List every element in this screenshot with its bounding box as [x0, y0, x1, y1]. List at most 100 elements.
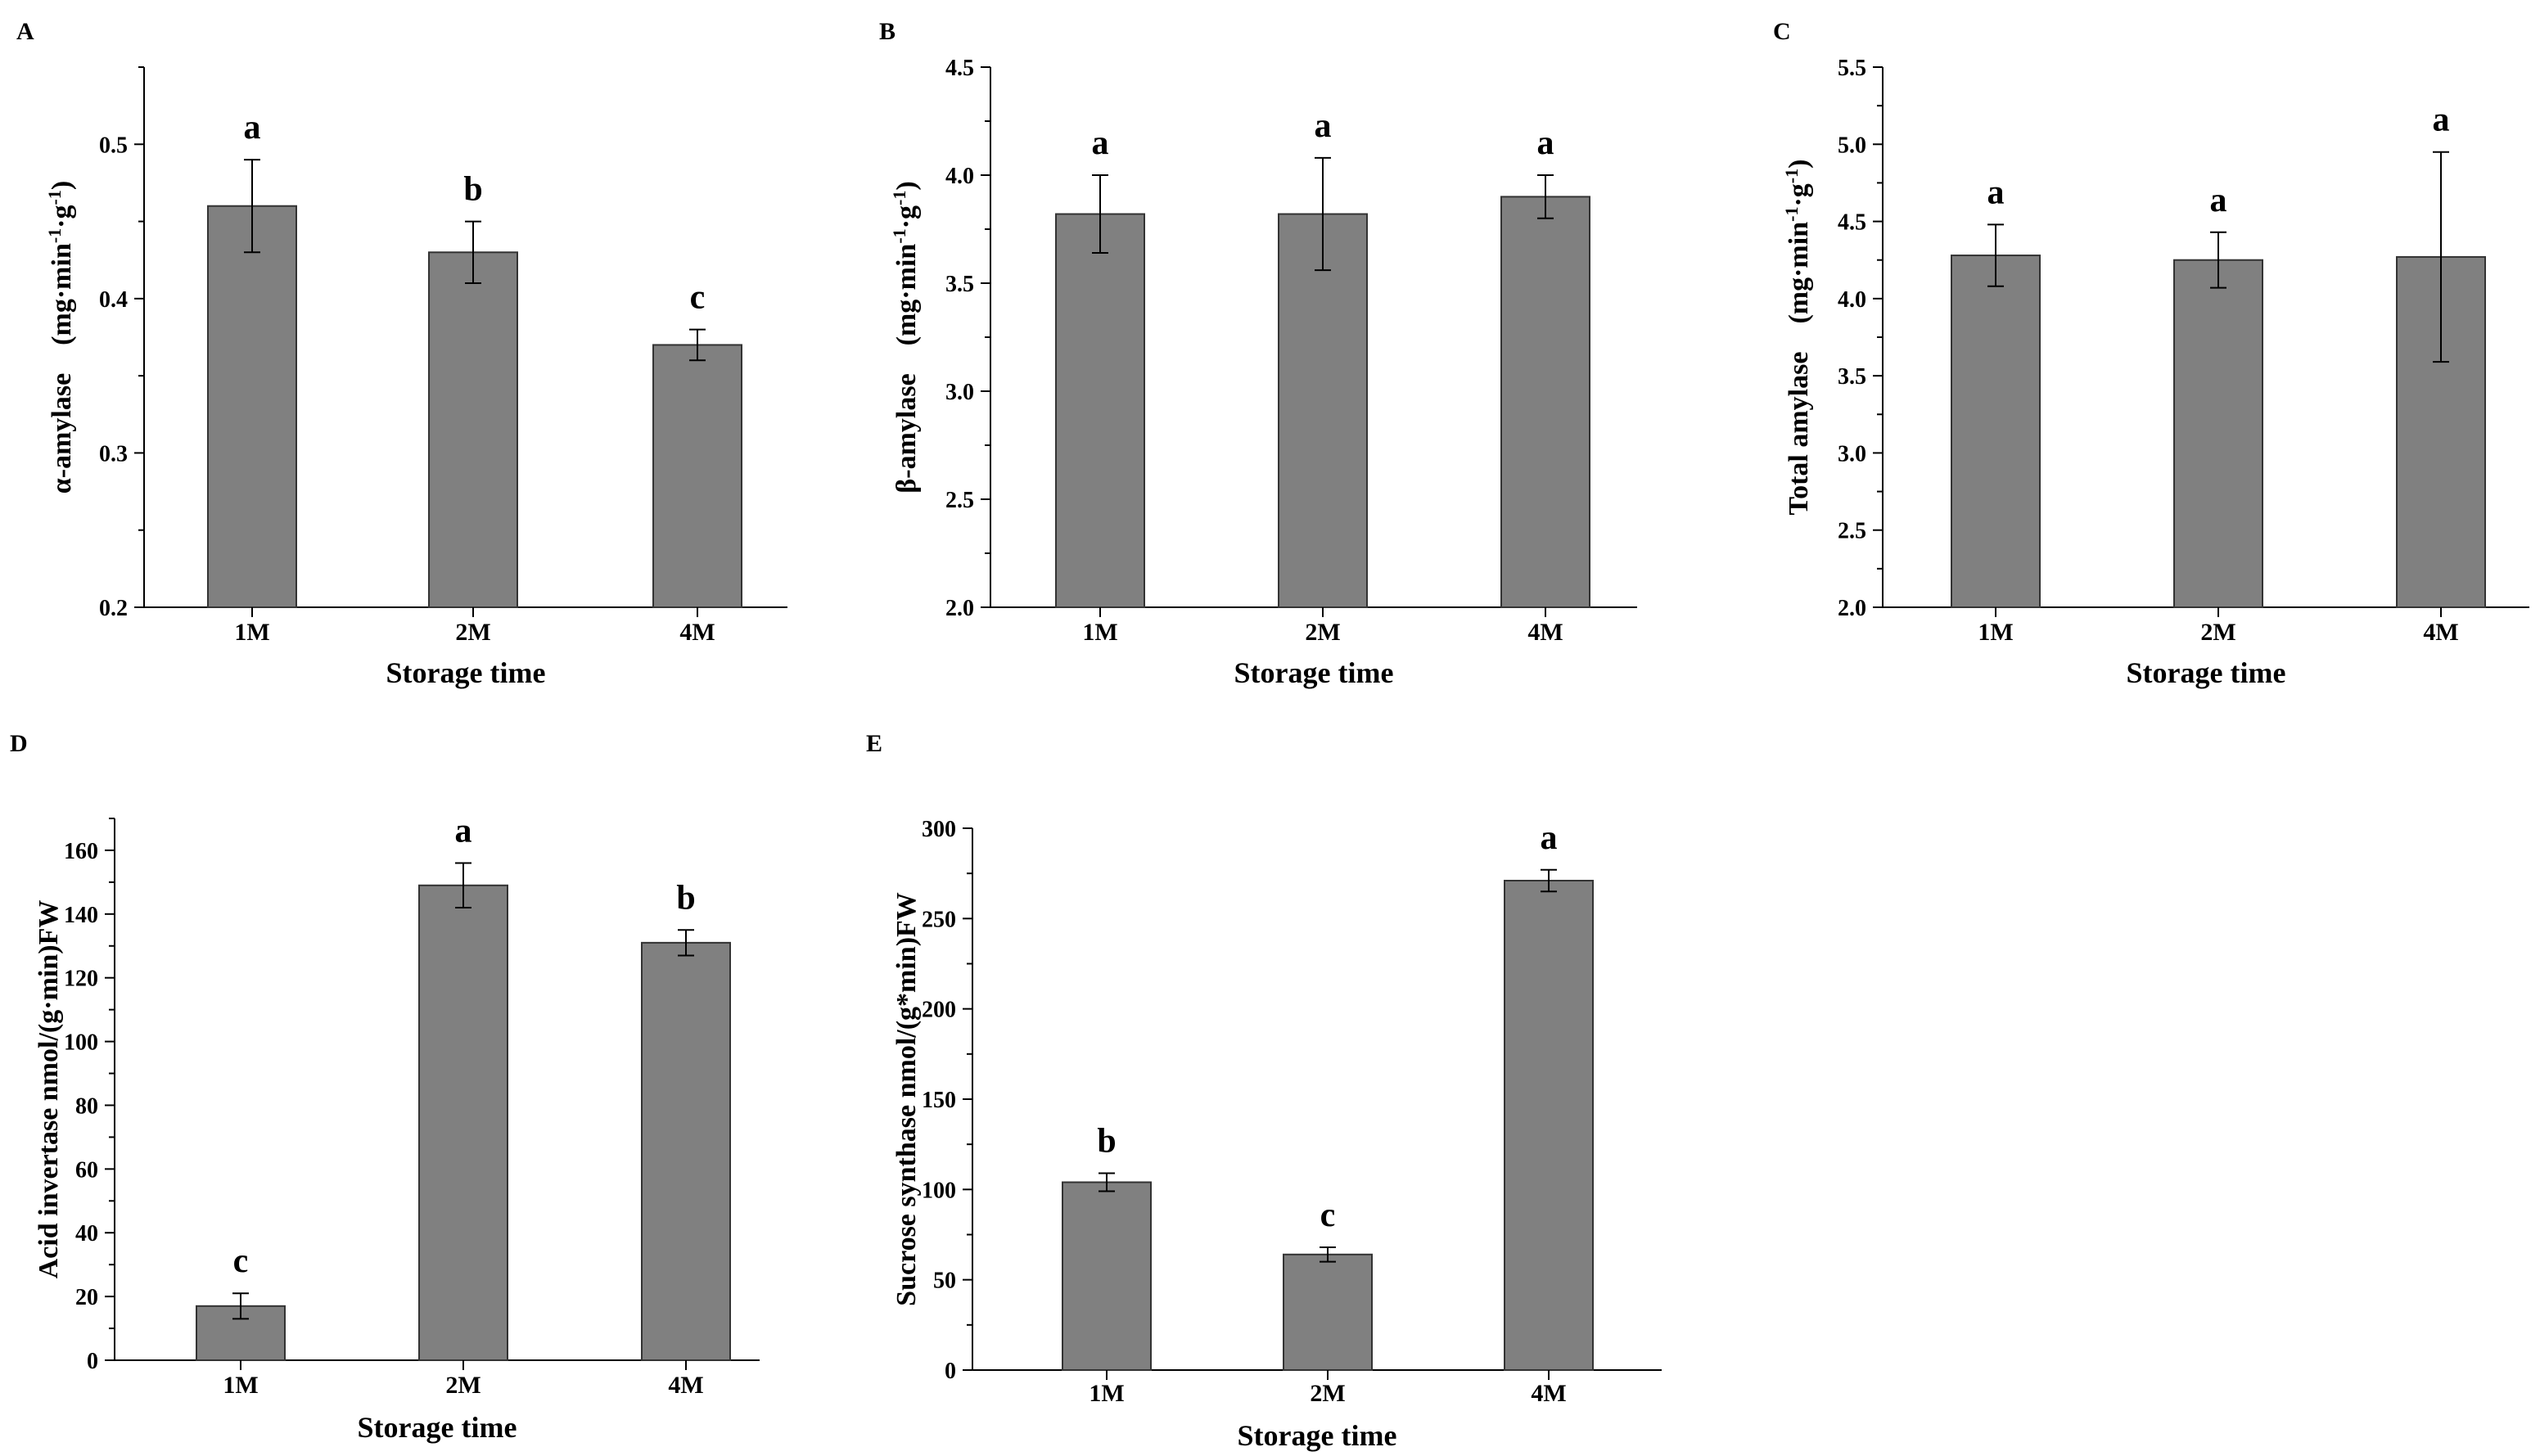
- x-tick-label: 1M: [223, 1372, 258, 1399]
- x-tick-label: 1M: [234, 619, 269, 646]
- y-axis-label: β-amylase (mg·min-1·g-1): [889, 181, 923, 493]
- x-tick-label: 4M: [1531, 1380, 1566, 1407]
- bar-2m: [1278, 213, 1368, 608]
- y-tick-label: 2.5: [1838, 519, 1866, 544]
- panel-label: D: [10, 730, 28, 757]
- significance-letter: a: [1537, 124, 1554, 162]
- panel-b: B 2.0 2.5 3.0 3.5 4.0 4.5 a 1M a 2M a 4M Storage time…: [879, 18, 1637, 689]
- y-tick-label: 50: [933, 1269, 956, 1294]
- x-tick-label: 4M: [2423, 619, 2458, 646]
- unit-superscript: -1: [889, 191, 909, 205]
- y-tick-label: 0: [87, 1349, 98, 1374]
- x-tick-label: 2M: [1310, 1380, 1345, 1407]
- y-tick-label: 250: [922, 907, 956, 932]
- significance-letter: a: [455, 813, 472, 850]
- y-axis-label-main: α-amylase: [47, 345, 77, 494]
- y-axis-label: Sucrose synthase nmol/(g*min)FW: [891, 892, 922, 1306]
- x-tick-label: 4M: [668, 1372, 703, 1399]
- significance-letter: a: [1315, 107, 1332, 145]
- significance-letter: a: [2210, 182, 2227, 219]
- unit-text: ): [1784, 160, 1814, 169]
- y-tick-label: 200: [922, 998, 956, 1023]
- bar-2m: [418, 884, 508, 1361]
- y-axis-label: Total amylase (mg·min-1·g-1): [1781, 160, 1815, 516]
- x-tick-label: 2M: [2200, 619, 2235, 646]
- x-axis-label: Storage time: [1238, 1419, 1397, 1452]
- y-tick-label: 140: [64, 903, 98, 928]
- y-tick-label: 100: [922, 1178, 956, 1203]
- y-axis-label: Acid invertase nmol/(g·min)FW: [34, 900, 64, 1279]
- bar-4m: [641, 941, 731, 1362]
- y-tick-label: 20: [75, 1285, 98, 1310]
- significance-letter: a: [1092, 124, 1109, 162]
- unit-text: ): [891, 181, 922, 190]
- significance-letter: a: [1541, 819, 1558, 857]
- y-axis-label-main: Total amylase: [1784, 324, 1814, 516]
- bar-1m: [1062, 1181, 1152, 1372]
- x-tick-label: 1M: [1082, 619, 1117, 646]
- bar-1m: [1951, 255, 2041, 608]
- bar-2m: [1283, 1253, 1373, 1371]
- panel-label: C: [1773, 18, 1791, 45]
- y-tick-label: 0.4: [99, 287, 128, 313]
- bar-4m: [1504, 879, 1594, 1371]
- y-tick-label: 60: [75, 1157, 98, 1183]
- unit-superscript: -1: [1781, 169, 1802, 183]
- y-tick-label: 80: [75, 1093, 98, 1119]
- y-tick-label: 40: [75, 1221, 98, 1246]
- y-tick-label: 4.0: [945, 164, 974, 189]
- y-tick-label: 0.3: [99, 441, 128, 467]
- y-tick-label: 160: [64, 839, 98, 864]
- y-tick-label: 2.5: [945, 488, 974, 513]
- significance-letter: c: [233, 1242, 249, 1280]
- significance-letter: b: [1097, 1122, 1116, 1160]
- y-tick-label: 150: [922, 1088, 956, 1113]
- panel-c: C 2.0 2.5 3.0 3.5 4.0 4.5 5.0 5.5 a 1M a 2M a 4M Storag…: [1773, 18, 2529, 689]
- panel-a: A 0.2 0.3 0.4 0.5 a 1M b 2M c 4M Storage time α-amyl…: [16, 18, 787, 689]
- y-tick-label: 0.5: [99, 133, 128, 158]
- significance-letter: a: [244, 109, 261, 147]
- significance-letter: a: [1987, 174, 2005, 211]
- significance-letter: c: [690, 279, 706, 317]
- unit-text: (mg·min: [1784, 222, 1814, 324]
- significance-letter: c: [1320, 1197, 1336, 1234]
- y-tick-label: 100: [64, 1030, 98, 1056]
- x-tick-label: 2M: [455, 619, 490, 646]
- bar-1m: [1055, 213, 1145, 608]
- unit-text: ·g: [891, 205, 922, 228]
- x-tick-label: 4M: [1527, 619, 1563, 646]
- x-axis-label: Storage time: [358, 1411, 517, 1444]
- x-axis-label: Storage time: [1234, 656, 1394, 689]
- y-axis-label-main: β-amylase: [891, 345, 922, 493]
- significance-letter: b: [676, 879, 695, 917]
- unit-superscript: -1: [44, 190, 65, 205]
- x-axis-label: Storage time: [2127, 656, 2286, 689]
- panel-e: E 0 50 100 150 200 250 300 b 1M c 2M a 4M Storage time…: [866, 730, 1662, 1452]
- significance-letter: a: [2433, 101, 2450, 139]
- y-tick-label: 300: [922, 817, 956, 842]
- y-tick-label: 0: [945, 1359, 956, 1384]
- y-tick-label: 5.0: [1838, 133, 1866, 158]
- x-tick-label: 4M: [679, 619, 715, 646]
- unit-text: ·g: [1784, 183, 1814, 206]
- unit-superscript: -1: [1781, 207, 1802, 222]
- panel-d: D 0 20 40 60 80 100 120 140 160 c 1M a 2M b 4M Storage t…: [10, 730, 760, 1444]
- bar-1m: [207, 205, 297, 608]
- y-tick-label: 4.5: [1838, 210, 1866, 236]
- y-tick-label: 4.0: [1838, 287, 1866, 313]
- y-tick-label: 3.5: [1838, 364, 1866, 390]
- bar-2m: [2173, 259, 2263, 608]
- unit-superscript: -1: [44, 228, 65, 243]
- x-tick-label: 2M: [445, 1372, 480, 1399]
- y-tick-label: 4.5: [945, 56, 974, 81]
- x-tick-label: 1M: [1089, 1380, 1124, 1407]
- panel-label: E: [866, 730, 882, 757]
- bar-4m: [652, 344, 742, 608]
- x-tick-label: 1M: [1978, 619, 2013, 646]
- y-tick-label: 3.0: [1838, 441, 1866, 467]
- y-tick-label: 3.5: [945, 272, 974, 297]
- y-tick-label: 120: [64, 967, 98, 992]
- unit-text: (mg·min: [47, 243, 77, 345]
